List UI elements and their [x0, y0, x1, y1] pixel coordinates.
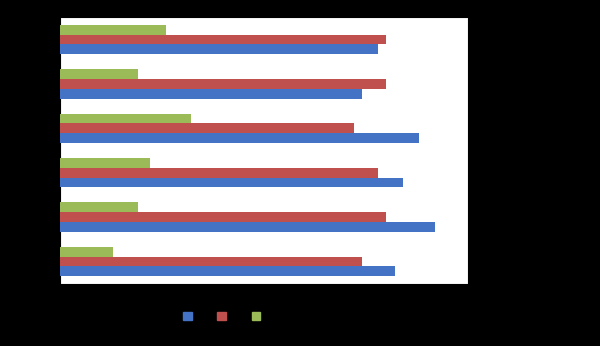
Bar: [60, 25, 166, 35]
Bar: [60, 177, 403, 188]
Bar: [60, 222, 436, 232]
Bar: [60, 44, 378, 54]
Bar: [60, 212, 386, 222]
Bar: [60, 35, 386, 44]
Bar: [60, 158, 150, 168]
Bar: [60, 113, 191, 124]
Bar: [60, 168, 378, 177]
Bar: [60, 266, 395, 276]
Bar: [60, 247, 113, 257]
Bar: [60, 124, 354, 133]
Bar: [60, 257, 362, 266]
Bar: [60, 89, 362, 99]
Bar: [60, 79, 386, 89]
Bar: [60, 69, 137, 79]
Legend: , , : , ,: [178, 307, 268, 326]
Bar: [60, 133, 419, 143]
Bar: [60, 202, 137, 212]
